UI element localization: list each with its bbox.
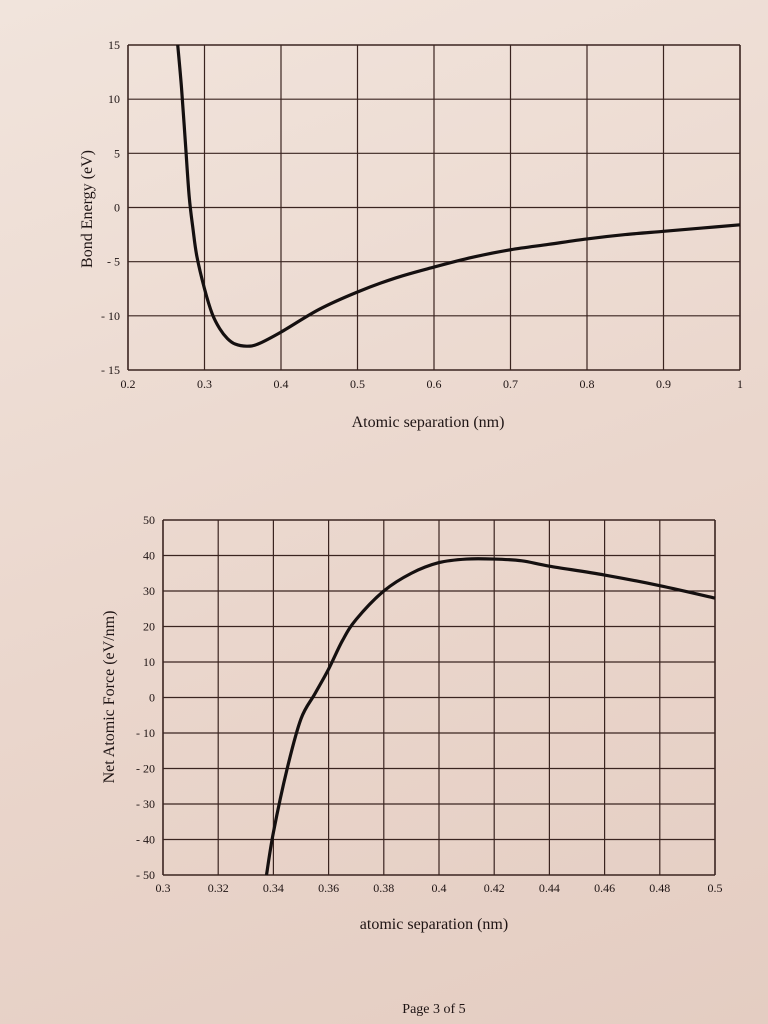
chart2-xtick: 0.44 xyxy=(539,881,560,895)
chart1-ytick: 10 xyxy=(108,92,120,106)
chart2-ytick: 20 xyxy=(143,620,155,634)
chart1-xtick: 0.4 xyxy=(274,377,289,391)
chart1-xtick: 0.5 xyxy=(350,377,365,391)
chart2-ytick: 0 xyxy=(149,691,155,705)
chart2-ylabel: Net Atomic Force (eV/nm) xyxy=(101,610,118,784)
chart1-xtick: 0.7 xyxy=(503,377,518,391)
chart2-ytick: - 40 xyxy=(136,833,155,847)
chart2-xtick: 0.38 xyxy=(373,881,394,895)
chart2-xtick: 0.3 xyxy=(156,881,171,895)
chart2-ytick: - 10 xyxy=(136,726,155,740)
chart2-ytick: 10 xyxy=(143,655,155,669)
chart1-xtick: 0.8 xyxy=(580,377,595,391)
chart1-ytick: 0 xyxy=(114,201,120,215)
chart2-xtick: 0.34 xyxy=(263,881,284,895)
chart1-ytick: 5 xyxy=(114,146,120,160)
chart2-xtick: 0.46 xyxy=(594,881,615,895)
chart2-xtick: 0.4 xyxy=(432,881,447,895)
chart2-ytick: - 20 xyxy=(136,762,155,776)
chart2-ytick: - 30 xyxy=(136,797,155,811)
chart2-xlabel: atomic separation (nm) xyxy=(359,916,509,933)
chart1-ytick: - 15 xyxy=(101,363,120,377)
chart2-xtick: 0.48 xyxy=(649,881,670,895)
chart1-ytick: 15 xyxy=(108,38,120,52)
chart1-ylabel: Bond Energy (eV) xyxy=(79,150,96,268)
page-footer: Page 3 of 5 xyxy=(402,1002,466,1017)
chart2-ytick: - 50 xyxy=(136,868,155,882)
chart2-series-line xyxy=(264,557,716,876)
chart1-xtick: 0.9 xyxy=(656,377,671,391)
chart1-ytick: - 5 xyxy=(107,255,120,269)
chart2-ytick: 30 xyxy=(143,584,155,598)
chart1-xtick: 0.6 xyxy=(427,377,442,391)
chart1-xlabel: Atomic separation (nm) xyxy=(351,414,505,431)
chart2-ytick: 50 xyxy=(143,513,155,527)
chart1-ytick: - 10 xyxy=(101,309,120,323)
chart1-xtick: 1 xyxy=(737,377,743,391)
chart1-xtick: 0.2 xyxy=(121,377,136,391)
chart2-xtick: 0.36 xyxy=(318,881,339,895)
chart1-series-line xyxy=(176,44,741,348)
chart2-ytick: 40 xyxy=(143,549,155,563)
chart2-xtick: 0.32 xyxy=(208,881,229,895)
chart1-xtick: 0.3 xyxy=(197,377,212,391)
chart2-xtick: 0.5 xyxy=(708,881,723,895)
chart2-xtick: 0.42 xyxy=(484,881,505,895)
